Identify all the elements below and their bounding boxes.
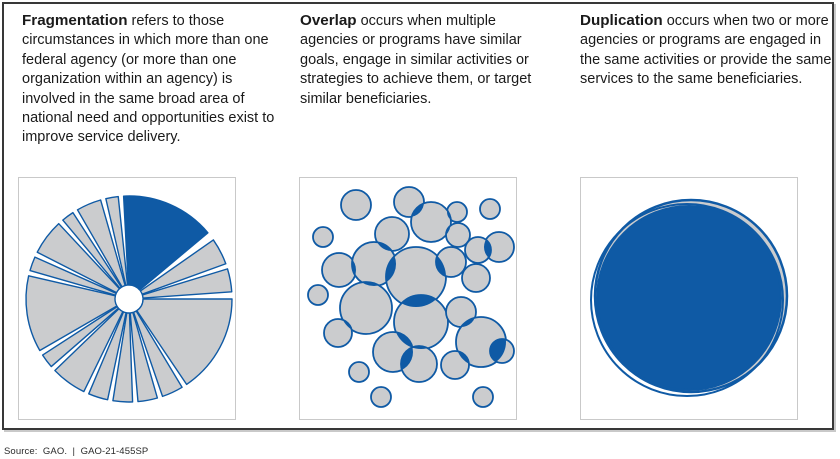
duplication-text: occurs when two or more agencies or prog… bbox=[580, 13, 832, 88]
source-line: Source: GAO. | GAO-21-455SP bbox=[4, 446, 149, 457]
duplication-term: Duplication bbox=[580, 12, 663, 29]
duplication-circles-diagram bbox=[590, 198, 789, 397]
fragmentation-definition: Fragmentation refers to those circumstan… bbox=[22, 11, 276, 148]
fragmentation-figure-box bbox=[18, 177, 236, 420]
fragmentation-pie-chart bbox=[25, 195, 233, 403]
overlap-text: occurs when multiple agencies or program… bbox=[300, 13, 532, 107]
overlap-definition: Overlap occurs when multiple agencies or… bbox=[300, 11, 554, 109]
overlap-term: Overlap bbox=[300, 12, 357, 29]
fragmentation-term: Fragmentation bbox=[22, 12, 128, 29]
duplication-figure-box bbox=[580, 177, 798, 420]
duplication-definition: Duplication occurs when two or more agen… bbox=[580, 11, 834, 90]
fragmentation-text: refers to those circumstances in which m… bbox=[22, 13, 275, 146]
definitions-frame: Fragmentation refers to those circumstan… bbox=[2, 2, 834, 430]
overlap-circles-diagram bbox=[307, 186, 515, 408]
overlap-figure-box bbox=[299, 177, 517, 420]
